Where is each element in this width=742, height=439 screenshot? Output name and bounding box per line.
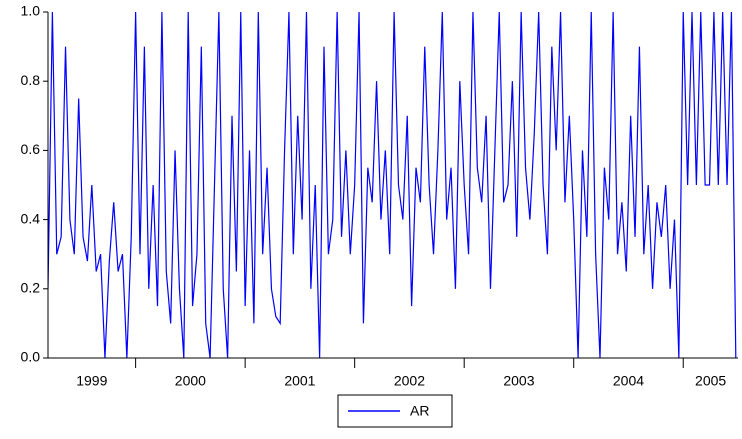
- y-tick-label: 0.2: [21, 280, 41, 296]
- y-tick-label: 0.8: [21, 72, 41, 88]
- series-line: [48, 11, 737, 359]
- x-tick-label: 2005: [695, 373, 726, 389]
- x-tick-label: 2002: [394, 373, 425, 389]
- x-tick-label: 2001: [284, 373, 315, 389]
- legend-label: AR: [410, 403, 429, 419]
- y-tick-label: 1.0: [21, 3, 41, 19]
- y-tick-label: 0.4: [21, 210, 41, 226]
- y-tick-label: 0.0: [21, 349, 41, 365]
- x-tick-label: 2003: [503, 373, 534, 389]
- x-tick-label: 2000: [175, 373, 206, 389]
- x-tick-label: 2004: [613, 373, 644, 389]
- x-tick-label: 1999: [76, 373, 107, 389]
- y-tick-label: 0.6: [21, 141, 41, 157]
